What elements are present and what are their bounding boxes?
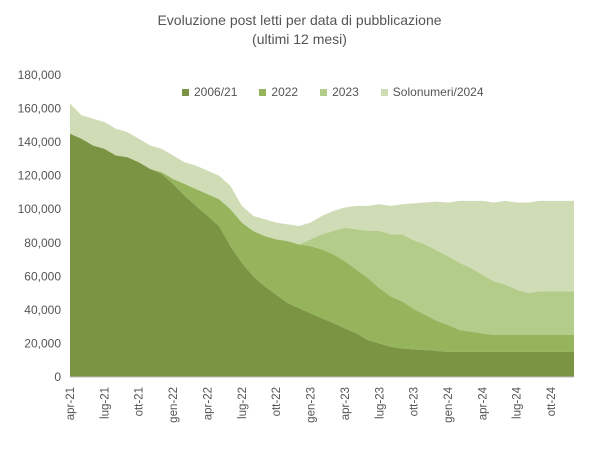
legend-label: 2006/21 (194, 85, 238, 99)
x-tick-label: lug-24 (512, 386, 524, 419)
x-tick-label: apr-24 (477, 386, 489, 420)
y-tick-label: 0 (54, 370, 61, 384)
x-tick-label: apr-23 (340, 387, 352, 420)
x-tick-label: ott-23 (409, 387, 421, 416)
y-tick-label: 180,000 (18, 68, 62, 82)
y-tick-label: 140,000 (18, 135, 62, 149)
series-area-2022 (70, 133, 574, 352)
y-tick-label: 100,000 (18, 202, 62, 216)
x-tick-label: gen-22 (168, 387, 180, 423)
x-tick-label: lug-22 (237, 387, 249, 419)
legend-label: 2023 (332, 85, 359, 99)
series-area-solonumeri-2024 (70, 103, 574, 294)
series-area-2023 (70, 133, 574, 336)
x-tick-label: apr-21 (65, 387, 77, 420)
legend-swatch (182, 88, 189, 96)
y-tick-label: 60,000 (24, 269, 61, 283)
legend-swatch (320, 88, 328, 96)
x-tick-label: ott-24 (546, 386, 558, 416)
chart-title: Evoluzione post letti per data di pubbli… (157, 12, 442, 28)
legend-swatch (380, 88, 388, 96)
legend-item: 2006/21 (182, 85, 237, 99)
x-tick-label: gen-24 (443, 386, 455, 422)
y-tick-label: 20,000 (24, 336, 61, 350)
y-tick-label: 80,000 (24, 236, 61, 250)
chart-subtitle: (ultimi 12 mesi) (252, 31, 347, 47)
legend-swatch (259, 88, 267, 96)
legend-item: 2023 (320, 85, 359, 99)
x-tick-label: lug-23 (374, 387, 386, 419)
legend-label: Solonumeri/2024 (392, 85, 484, 99)
legend-label: 2022 (271, 85, 299, 99)
legend: 2006/21 2022 2023 Solonumeri/2024 (182, 85, 506, 99)
x-tick-label: ott-22 (271, 387, 283, 416)
y-tick-label: 160,000 (18, 102, 62, 116)
y-tick-label: 120,000 (18, 169, 62, 183)
x-tick-label: gen-23 (306, 387, 318, 423)
x-tick-label: apr-22 (202, 387, 214, 420)
legend-item: 2022 (259, 85, 298, 99)
legend-item: Solonumeri/2024 (380, 85, 484, 99)
x-tick-label: lug-21 (99, 387, 111, 419)
y-tick-label: 40,000 (24, 303, 61, 317)
series-area-2006-21 (70, 133, 574, 377)
x-tick-label: ott-21 (134, 387, 146, 416)
